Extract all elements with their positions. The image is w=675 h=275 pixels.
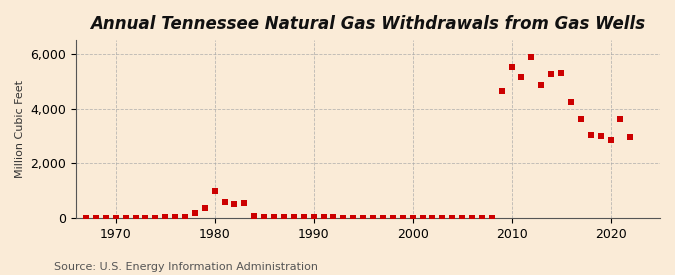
Point [526, 54, 537, 59]
Point [308, 215, 319, 219]
Point [229, 202, 240, 207]
Point [239, 201, 250, 205]
Point [140, 216, 151, 220]
Point [358, 216, 369, 220]
Point [427, 216, 438, 220]
Point [298, 215, 309, 219]
Point [219, 199, 230, 204]
Title: Annual Tennessee Natural Gas Withdrawals from Gas Wells: Annual Tennessee Natural Gas Withdrawals… [90, 15, 646, 33]
Point [487, 216, 497, 220]
Point [279, 214, 290, 219]
Point [288, 215, 299, 219]
Point [160, 215, 171, 220]
Point [477, 216, 487, 220]
Point [506, 65, 517, 70]
Point [150, 215, 161, 220]
Point [318, 215, 329, 219]
Point [259, 214, 269, 219]
Point [466, 216, 477, 220]
Point [209, 188, 220, 193]
Point [348, 215, 358, 220]
Point [249, 214, 260, 219]
Point [437, 216, 448, 220]
Point [80, 216, 91, 220]
Text: Source: U.S. Energy Information Administration: Source: U.S. Energy Information Administ… [54, 262, 318, 272]
Point [595, 134, 606, 138]
Point [130, 216, 141, 220]
Point [605, 138, 616, 142]
Point [90, 216, 101, 220]
Point [575, 117, 586, 122]
Point [368, 216, 379, 220]
Point [496, 89, 507, 93]
Point [387, 216, 398, 220]
Point [615, 117, 626, 122]
Point [457, 216, 468, 220]
Point [377, 216, 388, 220]
Point [120, 216, 131, 220]
Point [190, 210, 200, 215]
Point [180, 214, 190, 219]
Point [585, 132, 596, 137]
Point [398, 216, 408, 220]
Point [546, 72, 557, 76]
Point [110, 216, 121, 220]
Point [447, 216, 458, 220]
Point [338, 215, 349, 220]
Y-axis label: Million Cubic Feet: Million Cubic Feet [15, 80, 25, 178]
Point [556, 71, 566, 75]
Point [536, 83, 547, 87]
Point [269, 214, 279, 219]
Point [328, 215, 339, 220]
Point [417, 216, 428, 220]
Point [625, 135, 636, 139]
Point [199, 206, 210, 211]
Point [566, 100, 576, 104]
Point [516, 75, 527, 79]
Point [101, 216, 111, 220]
Point [407, 216, 418, 220]
Point [169, 215, 180, 219]
